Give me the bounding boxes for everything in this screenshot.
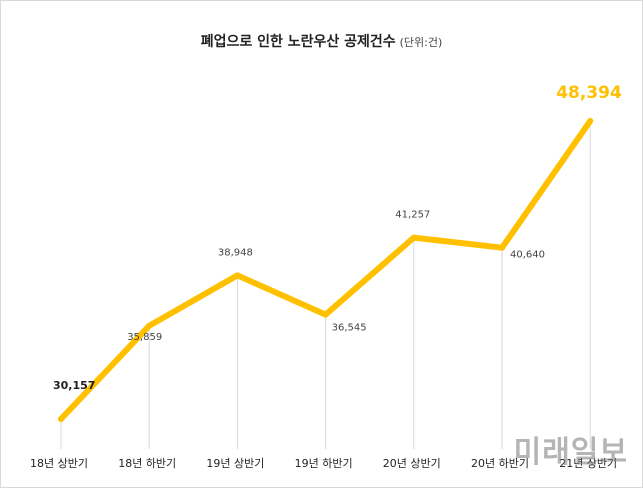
- drop-lines: [60, 121, 591, 449]
- data-label-0: 30,157: [53, 379, 95, 392]
- chart-title-text: 폐업으로 인한 노란우산 공제건수: [200, 34, 396, 50]
- x-tick-label-4: 20년 상반기: [383, 457, 441, 470]
- x-tick-label-2: 19년 상반기: [206, 457, 264, 470]
- data-label-2: 38,948: [218, 247, 253, 258]
- data-label-5: 40,640: [510, 250, 545, 261]
- data-point-3: [322, 311, 329, 318]
- data-label-4: 41,257: [395, 210, 430, 221]
- data-label-6: 48,394: [556, 83, 622, 103]
- data-point-6: [587, 118, 594, 124]
- data-label-3: 36,545: [332, 323, 367, 334]
- watermark-logo: 미래일보: [513, 435, 628, 470]
- data-point-0: [58, 416, 64, 422]
- data-point-2: [234, 272, 241, 279]
- x-tick-label-6: 21년 상반기: [559, 457, 617, 470]
- series-line-group: [58, 118, 594, 422]
- x-tick-label-5: 20년 하반기: [471, 456, 529, 470]
- data-label-1: 35,859: [127, 332, 162, 343]
- unit-label: (단위:건): [399, 36, 443, 49]
- x-tick-label-1: 18년 하반기: [118, 456, 176, 470]
- x-tick-label-3: 19년 하반기: [295, 456, 353, 470]
- data-labels: 30,157 35,859 38,948 36,545 41,257 40,640 48,3…: [53, 83, 622, 392]
- x-axis-tick-labels: 18년 상반기 18년 하반기 19년 상반기 19년 하반기 20년 상반기 20년 하…: [30, 456, 617, 470]
- data-point-5: [499, 244, 505, 251]
- x-tick-label-0: 18년 상반기: [30, 457, 88, 470]
- data-point-1: [146, 322, 153, 329]
- data-point-4: [410, 234, 417, 241]
- chart-title: 폐업으로 인한 노란우산 공제건수 (단위:건): [1, 31, 642, 51]
